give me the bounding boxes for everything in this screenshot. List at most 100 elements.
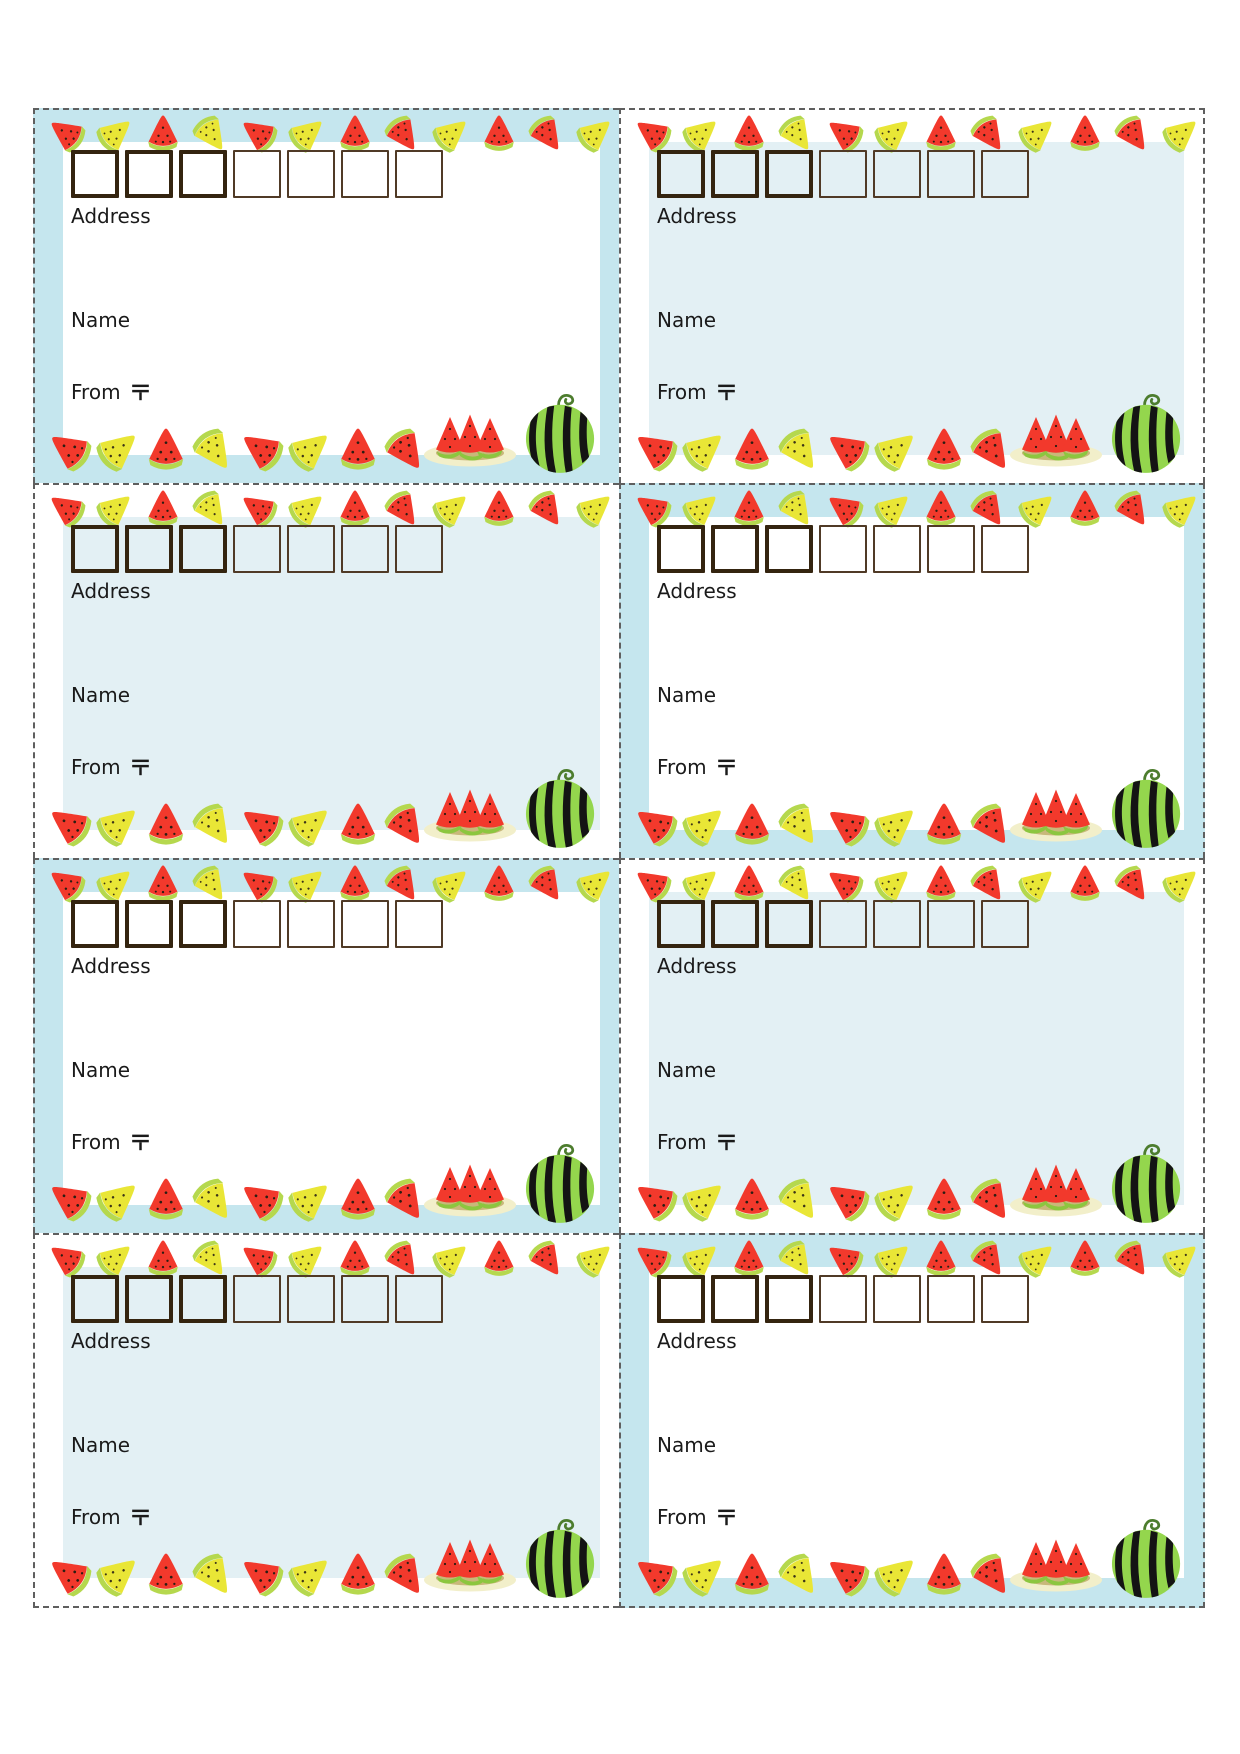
postal-mark-icon bbox=[717, 384, 735, 401]
address-label-card: Address Name From bbox=[619, 108, 1205, 483]
postal-mark-icon bbox=[131, 1134, 149, 1151]
whole-watermelon-icon bbox=[1110, 391, 1184, 475]
from-label-text: From bbox=[657, 1130, 707, 1154]
from-label: From bbox=[71, 1505, 151, 1529]
postal-mark-icon bbox=[717, 1509, 735, 1526]
watermelon-plate-icon bbox=[1010, 789, 1102, 842]
postal-code-box bbox=[765, 150, 813, 198]
postal-code-box bbox=[287, 1275, 335, 1323]
postal-code-box bbox=[819, 900, 867, 948]
from-label: From bbox=[71, 755, 151, 779]
postal-code-box bbox=[341, 900, 389, 948]
whole-watermelon-icon bbox=[524, 391, 598, 475]
postal-code-box bbox=[873, 525, 921, 573]
postal-mark-icon bbox=[717, 759, 735, 776]
postal-code-box bbox=[287, 900, 335, 948]
postal-code-boxes bbox=[71, 1275, 443, 1323]
address-label: Address bbox=[657, 579, 737, 603]
watermelon-plate-icon bbox=[424, 414, 516, 467]
postal-code-box bbox=[71, 150, 119, 198]
postal-code-box bbox=[341, 1275, 389, 1323]
postal-code-box bbox=[657, 150, 705, 198]
postal-code-box bbox=[873, 1275, 921, 1323]
card-inner-panel bbox=[63, 1267, 600, 1578]
watermelon-plate-icon bbox=[424, 1539, 516, 1592]
from-label-text: From bbox=[657, 380, 707, 404]
postal-code-boxes bbox=[657, 900, 1029, 948]
from-label-text: From bbox=[71, 1505, 121, 1529]
postal-code-box bbox=[179, 525, 227, 573]
address-label: Address bbox=[71, 954, 151, 978]
name-label: Name bbox=[657, 1058, 717, 1082]
postal-code-box bbox=[125, 900, 173, 948]
watermelon-plate-icon bbox=[1010, 414, 1102, 467]
from-label-text: From bbox=[657, 755, 707, 779]
postal-code-box bbox=[395, 900, 443, 948]
postal-code-box bbox=[927, 900, 975, 948]
postal-code-box bbox=[71, 525, 119, 573]
postal-mark-icon bbox=[131, 384, 149, 401]
postal-mark-icon bbox=[717, 1134, 735, 1151]
name-label: Name bbox=[71, 683, 131, 707]
postal-code-box bbox=[927, 525, 975, 573]
address-label-card: Address Name From bbox=[33, 858, 619, 1233]
postal-code-box bbox=[395, 1275, 443, 1323]
postal-code-boxes bbox=[71, 900, 443, 948]
postal-code-boxes bbox=[657, 525, 1029, 573]
postal-code-box bbox=[179, 900, 227, 948]
postal-code-box bbox=[179, 150, 227, 198]
name-label: Name bbox=[71, 308, 131, 332]
postal-code-box bbox=[873, 150, 921, 198]
postal-code-box bbox=[657, 900, 705, 948]
postal-code-box bbox=[765, 1275, 813, 1323]
whole-watermelon-icon bbox=[1110, 766, 1184, 850]
postal-code-box bbox=[819, 525, 867, 573]
name-label: Name bbox=[657, 1433, 717, 1457]
address-label: Address bbox=[657, 204, 737, 228]
postal-code-box bbox=[873, 900, 921, 948]
postal-code-box bbox=[765, 525, 813, 573]
postal-code-boxes bbox=[657, 1275, 1029, 1323]
address-label: Address bbox=[71, 579, 151, 603]
address-label: Address bbox=[657, 954, 737, 978]
postal-code-box bbox=[657, 1275, 705, 1323]
watermelon-plate-icon bbox=[424, 1164, 516, 1217]
postal-code-box bbox=[125, 525, 173, 573]
postal-code-box bbox=[125, 150, 173, 198]
whole-watermelon-icon bbox=[1110, 1516, 1184, 1600]
from-label-text: From bbox=[657, 1505, 707, 1529]
name-label: Name bbox=[71, 1058, 131, 1082]
postal-code-box bbox=[981, 900, 1029, 948]
label-sheet-grid: Address Name From Address Name From bbox=[33, 108, 1205, 1608]
address-label: Address bbox=[657, 1329, 737, 1353]
whole-watermelon-icon bbox=[1110, 1141, 1184, 1225]
postal-code-box bbox=[71, 900, 119, 948]
from-label: From bbox=[657, 380, 737, 404]
address-label-card: Address Name From bbox=[619, 858, 1205, 1233]
from-label-text: From bbox=[71, 1130, 121, 1154]
postal-code-boxes bbox=[657, 150, 1029, 198]
postal-code-boxes bbox=[71, 525, 443, 573]
postal-code-box bbox=[981, 1275, 1029, 1323]
whole-watermelon-icon bbox=[524, 1516, 598, 1600]
from-label-text: From bbox=[71, 755, 121, 779]
postal-code-box bbox=[125, 1275, 173, 1323]
card-inner-panel bbox=[649, 1267, 1184, 1578]
address-label: Address bbox=[71, 204, 151, 228]
postal-code-box bbox=[395, 525, 443, 573]
watermelon-plate-icon bbox=[1010, 1164, 1102, 1217]
address-label-card: Address Name From bbox=[33, 483, 619, 858]
from-label: From bbox=[657, 755, 737, 779]
from-label: From bbox=[657, 1130, 737, 1154]
name-label: Name bbox=[657, 308, 717, 332]
postal-code-box bbox=[819, 1275, 867, 1323]
postal-code-box bbox=[179, 1275, 227, 1323]
from-label: From bbox=[657, 1505, 737, 1529]
postal-code-box bbox=[711, 1275, 759, 1323]
postal-code-box bbox=[981, 525, 1029, 573]
postal-code-box bbox=[657, 525, 705, 573]
postal-code-box bbox=[233, 900, 281, 948]
postal-code-box bbox=[819, 150, 867, 198]
postal-code-box bbox=[711, 525, 759, 573]
postal-mark-icon bbox=[131, 1509, 149, 1526]
